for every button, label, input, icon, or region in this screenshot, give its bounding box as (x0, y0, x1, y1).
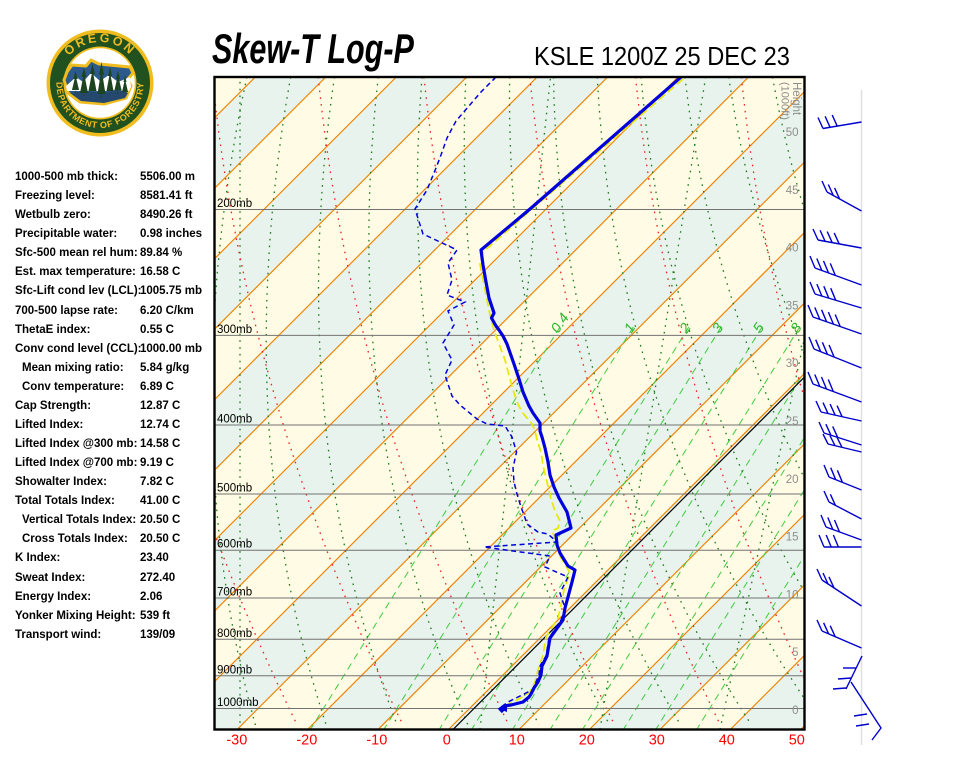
svg-text:-20: -20 (296, 733, 317, 749)
svg-text:-10: -10 (366, 733, 387, 749)
svg-text:300mb: 300mb (217, 324, 252, 336)
svg-text:900mb: 900mb (217, 664, 252, 676)
svg-text:(1000ft): (1000ft) (779, 82, 791, 120)
svg-text:700mb: 700mb (217, 587, 252, 599)
svg-text:200mb: 200mb (217, 198, 252, 210)
svg-text:10: 10 (509, 733, 525, 749)
svg-text:800mb: 800mb (217, 628, 252, 640)
svg-text:1000mb: 1000mb (217, 697, 259, 709)
svg-text:25: 25 (786, 416, 799, 428)
svg-text:-30: -30 (226, 733, 247, 749)
svg-text:40: 40 (786, 243, 799, 255)
svg-text:35: 35 (786, 300, 799, 312)
svg-text:50: 50 (786, 127, 799, 139)
svg-text:500mb: 500mb (217, 483, 252, 495)
svg-text:45: 45 (786, 185, 799, 197)
svg-text:0: 0 (443, 733, 451, 749)
svg-text:20: 20 (786, 474, 799, 486)
svg-text:30: 30 (649, 733, 665, 749)
svg-text:40: 40 (719, 733, 735, 749)
svg-text:600mb: 600mb (217, 539, 252, 551)
svg-text:20: 20 (579, 733, 595, 749)
svg-text:Height: Height (790, 82, 802, 116)
svg-text:15: 15 (786, 532, 799, 544)
svg-text:50: 50 (789, 733, 805, 749)
svg-text:30: 30 (786, 358, 799, 370)
svg-text:5: 5 (792, 647, 798, 659)
svg-text:0: 0 (792, 705, 798, 717)
svg-text:10: 10 (786, 589, 799, 601)
svg-text:400mb: 400mb (217, 414, 252, 426)
